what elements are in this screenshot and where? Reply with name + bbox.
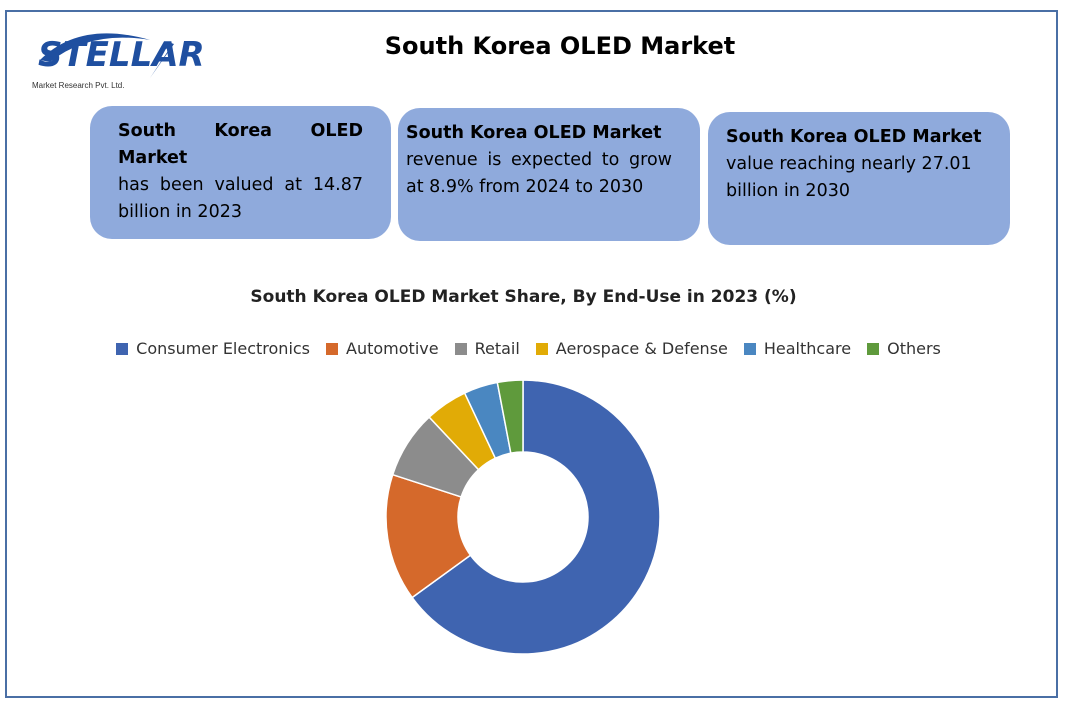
legend-swatch [743, 342, 756, 355]
legend-swatch [116, 342, 129, 355]
logo-name: STELLAR [38, 35, 205, 75]
legend-label: Automotive [346, 339, 439, 358]
legend-item: Automotive [326, 339, 439, 358]
card: South Korea OLED Market has been valued a… [90, 106, 391, 239]
donut-slice [496, 379, 524, 455]
legend-item: Retail [454, 339, 520, 358]
legend-swatch [326, 342, 339, 355]
legend-item: Healthcare [743, 339, 852, 358]
logo-tagline: Market Research Pvt. Ltd. [32, 81, 124, 90]
legend: Consumer Electronics Automotive Retail Aero… [0, 339, 1057, 358]
card-title: South Korea OLED Market [726, 127, 982, 147]
frame [5, 10, 1058, 698]
card: South Korea OLED Market revenue is expect… [398, 108, 700, 241]
legend-swatch [535, 342, 548, 355]
legend-item: Aerospace & Defense [535, 339, 728, 358]
donut-slice [411, 379, 661, 655]
card-text: has been valued at 14.87 billion in 2023 [118, 175, 363, 222]
legend-item: Others [867, 339, 941, 358]
legend-item: Consumer Electronics [116, 339, 310, 358]
card-title: South Korea OLED Market [118, 121, 363, 168]
card-text: revenue is expected to grow at 8.9% from… [406, 150, 672, 197]
card-text: value reaching nearly 27.01 billion in 2… [726, 154, 972, 201]
legend-swatch [867, 342, 880, 355]
page-title: South Korea OLED Market [384, 32, 736, 60]
chart-title: South Korea OLED Market Share, By End-Us… [250, 287, 797, 307]
logo-arrow [150, 42, 174, 78]
legend-label: Aerospace & Defense [555, 339, 728, 358]
legend-swatch [454, 342, 467, 355]
legend-label: Consumer Electronics [136, 339, 311, 358]
legend-label: Retail [474, 339, 520, 358]
card-title: South Korea OLED Market [406, 123, 662, 143]
donut [385, 379, 661, 655]
legend-label: Healthcare [763, 339, 852, 358]
card: South Korea OLED Market value reaching ne… [708, 112, 1010, 245]
legend-label: Others [887, 339, 941, 358]
logo-swoosh [40, 33, 150, 62]
